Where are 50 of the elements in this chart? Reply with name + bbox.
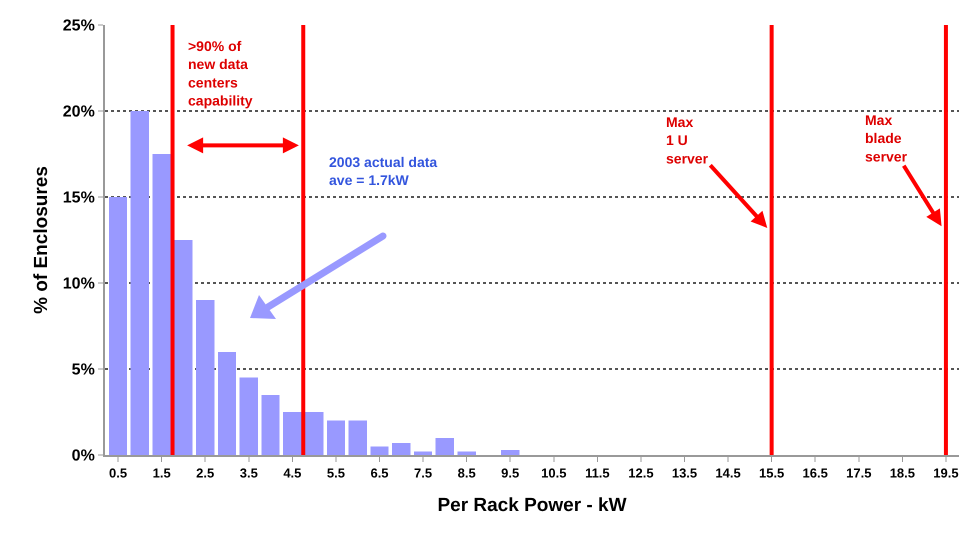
x-tick-label: 15.5	[758, 466, 784, 481]
bar	[130, 111, 150, 455]
bar	[457, 452, 476, 455]
bar	[326, 420, 346, 455]
x-axis-title: Per Rack Power - kW	[437, 494, 627, 516]
x-tick-label: 13.5	[672, 466, 698, 481]
annotation: Max blade server	[865, 112, 908, 164]
bar	[414, 452, 432, 455]
x-tick-label: 11.5	[585, 466, 610, 481]
bar	[370, 446, 389, 455]
x-tick-label: 17.5	[846, 466, 872, 481]
x-tick-label: 1.5	[152, 466, 171, 481]
x-tick-label: 4.5	[283, 466, 302, 481]
x-tick-label: 12.5	[628, 466, 654, 481]
x-tick-label: 6.5	[370, 466, 389, 481]
bar	[218, 352, 236, 455]
bar	[108, 197, 128, 455]
bar	[304, 412, 324, 455]
x-tick-label: 18.5	[890, 466, 916, 481]
x-tick-label: 10.5	[541, 466, 566, 481]
x-tick-label: 0.5	[109, 466, 128, 481]
annotation: >90% of new data centers capability	[188, 38, 253, 109]
bar	[501, 450, 520, 455]
bar	[174, 240, 193, 455]
x-tick-label: 14.5	[715, 466, 741, 481]
bar	[348, 420, 367, 455]
annotation: 2003 actual data ave = 1.7kW	[329, 154, 438, 188]
bar	[240, 378, 258, 455]
bar	[436, 438, 454, 455]
y-tick-label: 15%	[62, 190, 95, 207]
bar	[196, 300, 214, 455]
bar	[283, 412, 302, 455]
y-tick-label: 25%	[62, 18, 95, 35]
y-axis-title: % of Enclosures	[31, 166, 52, 314]
x-tick-label: 3.5	[240, 466, 258, 481]
bar	[392, 442, 410, 455]
bar	[152, 154, 171, 455]
x-tick-label: 7.5	[414, 466, 432, 481]
x-tick-label: 19.5	[933, 466, 959, 481]
y-tick-label: 10%	[62, 276, 95, 293]
x-tick-label: 8.5	[458, 466, 476, 481]
annotation: Max 1 U server	[666, 114, 709, 166]
y-tick-label: 5%	[72, 362, 95, 379]
x-tick-label: 5.5	[326, 466, 345, 481]
y-tick-label: 20%	[62, 104, 95, 121]
x-tick-label: 9.5	[501, 466, 520, 481]
y-tick-label: 0%	[72, 448, 95, 465]
x-tick-label: 2.5	[196, 466, 214, 481]
x-tick-label: 16.5	[802, 466, 828, 481]
bar	[261, 394, 280, 455]
